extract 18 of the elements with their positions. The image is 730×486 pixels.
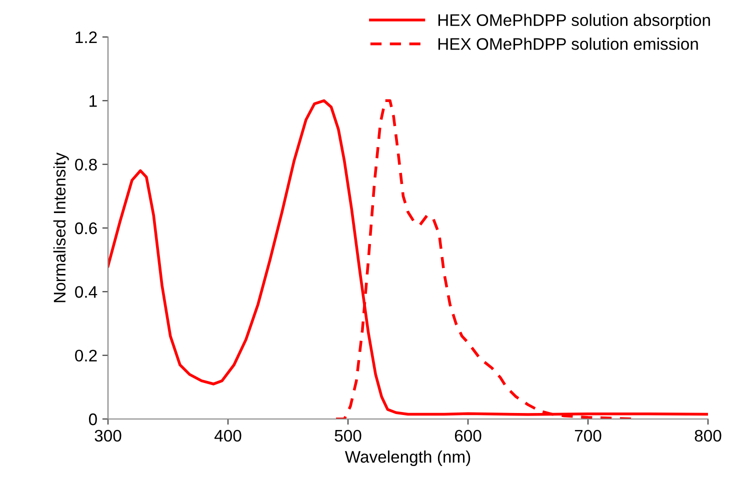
y-tick-label: 1: [90, 95, 97, 107]
y-tick-label: 0.6: [75, 222, 97, 234]
x-tick-label: 400: [214, 430, 242, 442]
x-tick-label: 800: [694, 430, 722, 442]
x-tick-label: 500: [334, 430, 362, 442]
y-tick-label: 0.4: [75, 286, 98, 298]
x-tick-label: 700: [574, 430, 602, 442]
y-tick-label: 1.2: [76, 31, 97, 44]
y-tick-label: 0: [88, 413, 97, 426]
line-series: [108, 99, 708, 416]
y-axis-title: Normalised Intensity: [53, 152, 69, 302]
legend-label: HEX OMePhDPP solution emission: [438, 38, 698, 50]
y-tick-label: 0.2: [75, 350, 97, 362]
x-tick-label: 300: [94, 430, 122, 442]
legend-label: HEX OMePhDPP solution absorption: [438, 14, 710, 30]
x-axis-title: Wavelength (nm): [344, 450, 470, 466]
y-tick-label: 0.8: [75, 158, 97, 171]
x-tick-label: 600: [454, 430, 482, 442]
